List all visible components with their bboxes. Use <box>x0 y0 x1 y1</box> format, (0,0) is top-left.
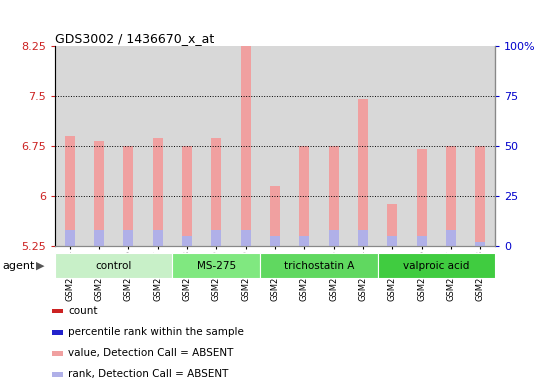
Bar <box>172 253 260 278</box>
Bar <box>466 46 495 246</box>
Bar <box>436 46 466 246</box>
Bar <box>348 46 378 246</box>
Text: value, Detection Call = ABSENT: value, Detection Call = ABSENT <box>68 348 234 358</box>
Bar <box>416 236 427 246</box>
Bar <box>55 46 84 246</box>
Bar <box>299 146 310 246</box>
Bar <box>55 253 172 278</box>
Bar <box>143 46 172 246</box>
Bar <box>182 146 192 246</box>
Bar <box>446 230 456 246</box>
Bar <box>270 236 280 246</box>
Bar <box>202 46 231 246</box>
Bar <box>475 242 486 246</box>
Bar <box>328 146 339 246</box>
Text: MS-275: MS-275 <box>197 261 236 271</box>
Bar <box>446 146 456 246</box>
Bar <box>378 46 407 246</box>
Bar <box>182 236 192 246</box>
Bar <box>416 149 427 246</box>
Bar <box>172 46 202 246</box>
Bar <box>358 99 368 246</box>
Bar <box>387 236 398 246</box>
Text: trichostatin A: trichostatin A <box>284 261 354 271</box>
Bar <box>358 230 368 246</box>
Bar <box>123 146 134 246</box>
Bar <box>260 253 378 278</box>
Bar <box>94 230 104 246</box>
Bar <box>52 372 63 377</box>
Bar <box>152 138 163 246</box>
Bar <box>211 138 222 246</box>
Text: valproic acid: valproic acid <box>403 261 470 271</box>
Bar <box>231 46 260 246</box>
Bar <box>260 46 290 246</box>
Text: rank, Detection Call = ABSENT: rank, Detection Call = ABSENT <box>68 369 229 379</box>
Bar <box>270 186 280 246</box>
Bar <box>123 230 134 246</box>
Bar <box>378 253 495 278</box>
Bar <box>240 40 251 246</box>
Bar <box>52 330 63 334</box>
Text: control: control <box>96 261 132 271</box>
Bar <box>407 46 436 246</box>
Text: count: count <box>68 306 98 316</box>
Text: agent: agent <box>3 261 35 271</box>
Bar <box>64 136 75 246</box>
Bar <box>152 230 163 246</box>
Bar <box>319 46 348 246</box>
Bar <box>475 146 486 246</box>
Bar <box>240 230 251 246</box>
Bar <box>328 230 339 246</box>
Bar <box>64 230 75 246</box>
Bar <box>299 236 310 246</box>
Text: percentile rank within the sample: percentile rank within the sample <box>68 327 244 337</box>
Bar <box>84 46 114 246</box>
Bar <box>290 46 319 246</box>
Bar <box>387 204 398 246</box>
Bar <box>94 141 104 246</box>
Text: GDS3002 / 1436670_x_at: GDS3002 / 1436670_x_at <box>55 32 215 45</box>
Bar <box>52 309 63 313</box>
Bar <box>52 351 63 356</box>
Text: ▶: ▶ <box>36 261 44 271</box>
Bar <box>114 46 143 246</box>
Bar <box>211 230 222 246</box>
